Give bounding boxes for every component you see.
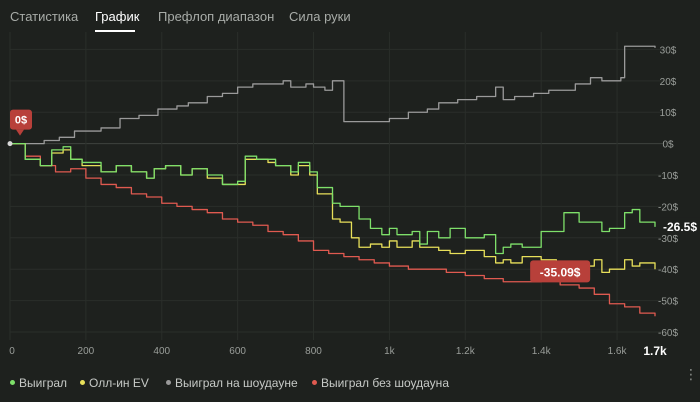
x-tick-label: 600 bbox=[229, 346, 246, 357]
x-tick-label: 1k bbox=[384, 346, 396, 357]
legend-item-allin-ev[interactable]: Олл-ин EV bbox=[80, 376, 149, 390]
legend-dot-showdown bbox=[166, 380, 171, 386]
tab-graph[interactable]: График bbox=[95, 9, 140, 24]
annotation-start-label: 0$ bbox=[15, 115, 27, 127]
x-tick-label: 200 bbox=[78, 346, 95, 357]
series-line-0 bbox=[10, 142, 656, 255]
legend-dot-won bbox=[10, 380, 15, 386]
legend-label-non-showdown: Выиграл без шоудауна bbox=[321, 376, 449, 390]
legend-label-won: Выиграл bbox=[19, 376, 68, 390]
end-value-label: -26.5$ bbox=[663, 220, 697, 234]
y-tick-label: -20$ bbox=[658, 202, 678, 213]
tab-hand-strength[interactable]: Сила руки bbox=[289, 9, 351, 24]
tab-statistics[interactable]: Статистика bbox=[10, 9, 79, 24]
winnings-chart: 30$ 20$ 10$ 0$ -10$ -20$ -30$ -40$ -50$ -60$ 0 200 4… bbox=[7, 32, 700, 358]
y-tick-label: 30$ bbox=[660, 45, 677, 56]
legend-label-allin-ev: Олл-ин EV bbox=[89, 376, 149, 390]
legend-item-showdown[interactable]: Выиграл на шоудауне bbox=[166, 376, 298, 390]
legend-label-showdown: Выиграл на шоудауне bbox=[175, 376, 298, 390]
x-tick-label: 1.6k bbox=[608, 346, 628, 357]
x-end-label: 1.7k bbox=[643, 344, 667, 358]
legend-item-won[interactable]: Выиграл bbox=[10, 376, 67, 390]
annotation-start-pointer bbox=[16, 129, 24, 136]
x-tick-label: 1.4k bbox=[532, 346, 552, 357]
x-tick-label: 800 bbox=[305, 346, 322, 357]
y-tick-label: -40$ bbox=[658, 265, 678, 276]
end-label-bg bbox=[660, 217, 700, 235]
x-tick-label: 1.2k bbox=[456, 346, 476, 357]
tab-preflop-range[interactable]: Префлоп диапазон bbox=[158, 9, 275, 24]
y-tick-label: -10$ bbox=[658, 171, 678, 182]
series-line-2 bbox=[10, 45, 656, 145]
y-tick-label: 20$ bbox=[660, 77, 677, 88]
tab-bar: Статистика График Префлоп диапазон Сила … bbox=[0, 0, 700, 34]
more-vertical-icon[interactable]: ⋮ bbox=[684, 366, 698, 382]
legend-dot-allin-ev bbox=[80, 380, 85, 386]
annotation-current-label: -35.09$ bbox=[540, 265, 581, 279]
chart-legend: Выиграл Олл-ин EV Выиграл на шоудауне Вы… bbox=[0, 372, 700, 394]
start-point bbox=[7, 141, 13, 147]
annotation-start-badge bbox=[10, 109, 32, 130]
y-tick-label: 0$ bbox=[662, 140, 674, 151]
legend-dot-non-showdown bbox=[312, 380, 317, 386]
active-tab-underline bbox=[95, 30, 135, 32]
legend-item-non-showdown[interactable]: Выиграл без шоудауна bbox=[312, 376, 449, 390]
y-tick-label: 10$ bbox=[660, 108, 677, 119]
annotation-current-badge bbox=[530, 260, 591, 283]
series-line-3 bbox=[10, 142, 656, 317]
y-tick-label: -50$ bbox=[658, 297, 678, 308]
y-tick-label: -60$ bbox=[658, 328, 678, 339]
x-tick-label: 400 bbox=[153, 346, 170, 357]
y-tick-label: -30$ bbox=[658, 234, 678, 245]
x-tick-label: 0 bbox=[9, 346, 15, 357]
